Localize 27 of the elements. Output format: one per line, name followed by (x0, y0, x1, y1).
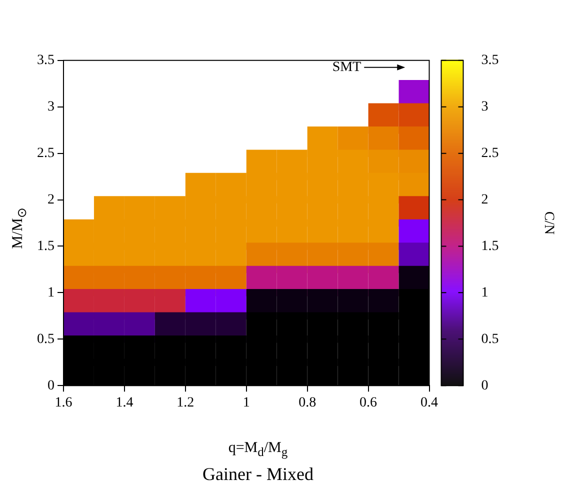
y-tick-label: 3 (48, 100, 54, 115)
color-bar-label: 2.5 (481, 146, 499, 161)
y-tick-label: 2 (48, 192, 54, 208)
y-tick-label: 0.5 (37, 332, 54, 347)
color-bar-label: 0 (481, 378, 488, 394)
color-bar-label: 2 (481, 192, 488, 208)
color-bar-label: 0.5 (481, 332, 499, 347)
x-axis-title: q=M$_{d}$/M$_{g}$ (227, 440, 289, 460)
y-tick-label: 2.5 (37, 146, 54, 161)
x-tick-label: 1 (242, 396, 250, 411)
color-bar-title: C/N (540, 211, 556, 235)
x-tick-label: 1.2 (176, 396, 194, 411)
color-bar-label: 1 (481, 285, 488, 300)
color-bar-label: 3.5 (481, 53, 499, 68)
x-tick-label: 0.8 (298, 396, 316, 411)
color-bar-label: 1.5 (481, 238, 499, 254)
y-tick-label: 1 (48, 285, 54, 300)
y-tick-label: 0 (48, 378, 54, 394)
x-tick-label: 0.6 (360, 396, 378, 411)
text: Gainer - Mixed (202, 464, 314, 485)
y-tick-label: 1.5 (37, 238, 54, 254)
color-bar-label: 3 (481, 100, 488, 115)
x-tick-label: 1.4 (116, 396, 134, 411)
y-tick-label: 3.5 (37, 53, 54, 68)
x-tick-label: 0.4 (420, 396, 438, 411)
annotation: SMT (332, 60, 362, 76)
x-tick-label: 1.6 (54, 396, 72, 411)
